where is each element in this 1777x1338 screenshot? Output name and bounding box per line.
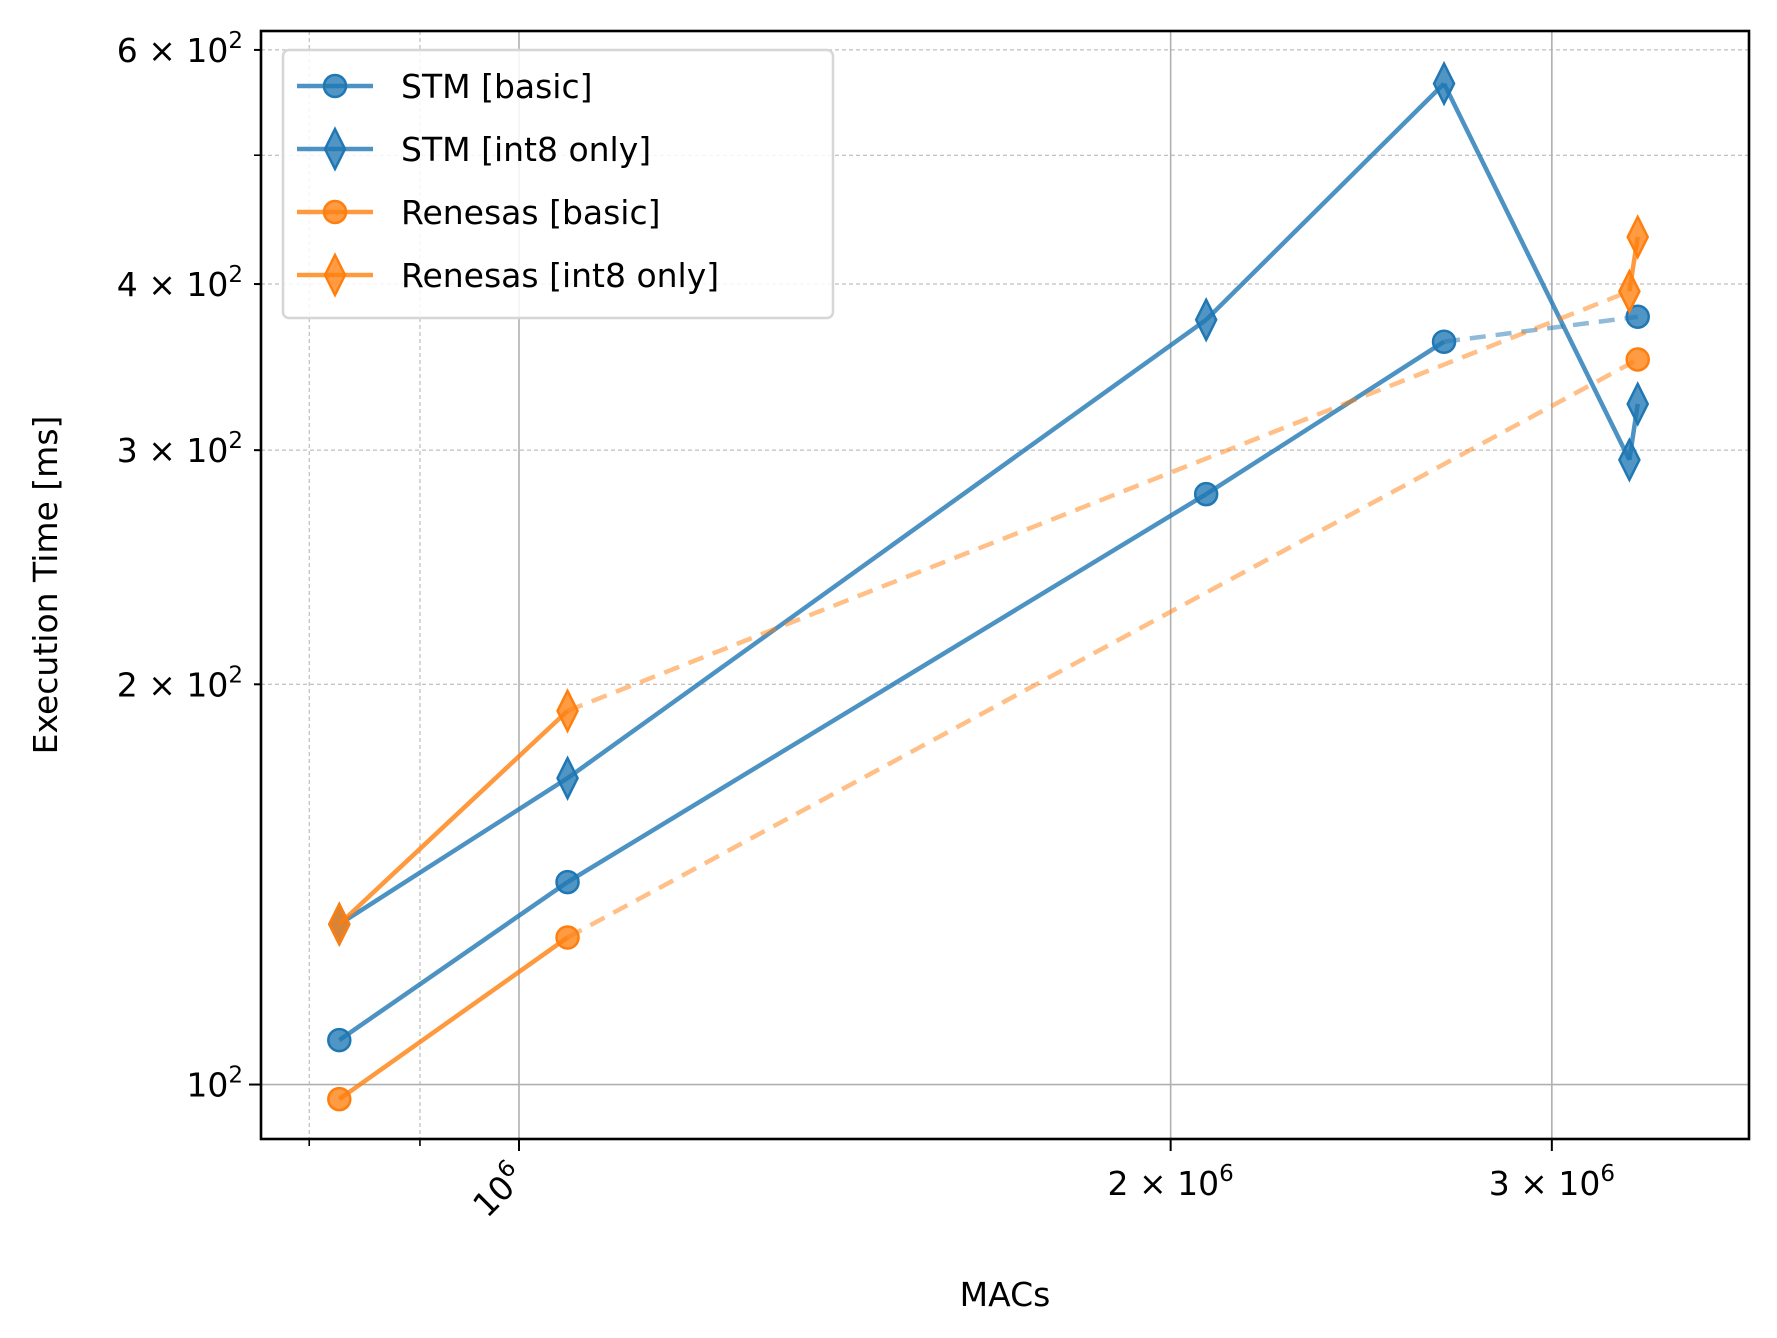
data-point xyxy=(1625,304,1650,329)
data-point xyxy=(1193,481,1219,507)
data-point xyxy=(556,755,579,801)
x-tick-label-text: 3 × 106 xyxy=(1489,1161,1615,1203)
x-tick-label-text: 2 × 106 xyxy=(1108,1161,1234,1203)
data-point xyxy=(1618,437,1641,483)
y-tick-label: 4 × 102 xyxy=(117,262,243,304)
y-tick-label: 2 × 102 xyxy=(117,662,243,704)
legend-label: STM [int8 only] xyxy=(401,130,651,169)
series-line-segment xyxy=(1443,314,1639,344)
series-line-segment xyxy=(338,776,569,927)
x-axis-label: MACs xyxy=(960,1275,1051,1314)
y-axis-label: Execution Time [ms] xyxy=(26,416,65,755)
circle-marker-icon xyxy=(322,199,348,225)
series-line-segment xyxy=(566,289,1631,713)
legend-label: Renesas [int8 only] xyxy=(401,256,719,295)
series-stm-int8-only xyxy=(327,60,1650,948)
series-line-segment xyxy=(1442,82,1632,461)
series-line-segment xyxy=(566,317,1208,780)
data-point xyxy=(1432,60,1456,107)
series-line-segment xyxy=(566,492,1208,884)
legend[interactable]: STM [basic] STM [int8 only] Renesas [basic… xyxy=(281,48,835,320)
x-tick-label: 106 xyxy=(463,1155,533,1225)
y-tick-label: 6 × 102 xyxy=(117,28,243,70)
data-point xyxy=(1626,214,1650,260)
legend-item[interactable]: STM [int8 only] xyxy=(297,126,651,172)
series-layer xyxy=(327,60,1650,1112)
x-tick-label: 3 × 106 xyxy=(1489,1161,1615,1203)
data-point xyxy=(555,869,580,895)
data-point xyxy=(1194,296,1218,343)
legend-label: Renesas [basic] xyxy=(401,193,661,232)
legend-item[interactable]: STM [basic] xyxy=(297,67,593,106)
series-line-segment xyxy=(337,935,569,1101)
data-point xyxy=(1618,268,1641,315)
series-line-segment xyxy=(1204,82,1446,322)
ticks: 106 2 × 106 3 × 106 102 2 × 102 3 × 102 4 × 10… xyxy=(117,28,1615,1225)
circle-marker-icon xyxy=(322,73,348,99)
diamond-marker-icon xyxy=(323,126,347,172)
y-tick-label: 102 xyxy=(186,1063,243,1105)
series-renesas-basic xyxy=(327,347,1650,1112)
legend-item[interactable]: Renesas [int8 only] xyxy=(297,252,719,298)
data-point xyxy=(1431,329,1457,354)
y-tick-label: 3 × 102 xyxy=(117,428,243,470)
data-point xyxy=(327,901,351,948)
x-tick-label-text: 106 xyxy=(463,1155,533,1225)
axes-frame xyxy=(259,29,1751,1141)
diamond-marker-icon xyxy=(323,252,347,298)
data-point xyxy=(1625,347,1650,372)
x-tick-label: 2 × 106 xyxy=(1108,1161,1234,1203)
data-point xyxy=(327,1027,352,1053)
series-line-segment xyxy=(338,880,569,1042)
legend-box xyxy=(281,48,835,320)
legend-item[interactable]: Renesas [basic] xyxy=(297,193,661,232)
series-renesas-int8-only xyxy=(327,214,1650,948)
series-stm-basic xyxy=(327,304,1650,1053)
data-point xyxy=(1626,381,1650,427)
series-line-segment xyxy=(566,357,1639,940)
data-point xyxy=(556,688,579,734)
legend-label: STM [basic] xyxy=(401,67,593,106)
series-line-segment xyxy=(337,709,570,926)
data-point xyxy=(555,925,580,950)
series-line-segment xyxy=(1204,339,1446,497)
data-point xyxy=(327,1086,352,1112)
